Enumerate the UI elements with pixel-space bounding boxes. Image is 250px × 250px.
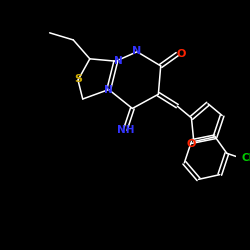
Text: N: N — [114, 56, 122, 66]
Text: N: N — [104, 84, 113, 94]
Text: O: O — [187, 139, 196, 149]
Text: O: O — [176, 49, 186, 59]
Text: N: N — [132, 46, 142, 56]
Text: Cl: Cl — [241, 153, 250, 163]
Text: NH: NH — [116, 125, 134, 135]
Text: S: S — [74, 74, 82, 84]
